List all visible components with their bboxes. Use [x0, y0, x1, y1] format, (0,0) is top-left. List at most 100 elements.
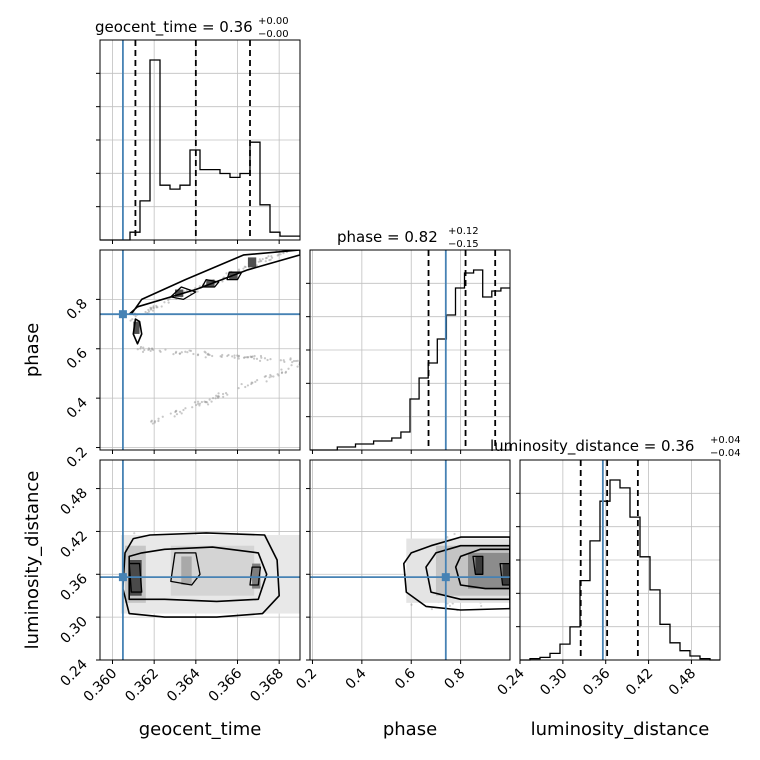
scatter-point — [246, 384, 250, 387]
scatter-point — [184, 350, 187, 353]
scatter-point — [264, 260, 267, 263]
scatter-point — [294, 359, 298, 363]
scatter-point — [214, 397, 217, 400]
scatter-point — [256, 379, 259, 382]
scatter-point — [211, 354, 214, 358]
scatter-point — [253, 357, 256, 360]
scatter-point — [282, 359, 285, 362]
scatter-point — [208, 398, 211, 401]
scatter-point — [254, 380, 257, 383]
x-tick-label: 0.6 — [392, 665, 419, 692]
scatter-point — [173, 415, 176, 418]
scatter-point — [237, 268, 241, 271]
scatter-point — [304, 240, 306, 242]
y-tick-label: 0.30 — [57, 614, 90, 647]
scatter-point — [157, 419, 160, 423]
scatter-point — [155, 304, 158, 307]
y-tick-label: 0.2 — [64, 444, 91, 471]
title-phase-minus: −0.15 — [448, 239, 479, 250]
x-tick-label: 0.364 — [164, 665, 204, 705]
contour-line — [128, 546, 268, 603]
scatter-point — [196, 400, 200, 403]
density-cell — [181, 556, 192, 585]
scatter-point — [267, 255, 270, 258]
density-layer — [120, 257, 510, 614]
scatter-point — [271, 256, 274, 259]
density-cell — [175, 289, 184, 297]
scatter-point — [164, 348, 167, 351]
scatter-point — [221, 392, 225, 396]
scatter-point — [225, 272, 228, 275]
density-phase-distance — [406, 538, 510, 603]
scatter-point — [269, 258, 272, 261]
contour-line — [122, 532, 280, 618]
scatter-point — [265, 380, 268, 383]
density-cell — [502, 563, 510, 585]
scatter-point — [184, 407, 187, 410]
scatter-point — [219, 355, 222, 358]
title-luminosity-distance: luminosity_distance = 0.36 — [490, 437, 694, 456]
scatter-point — [193, 401, 196, 404]
scatter-point — [169, 412, 172, 415]
scatter-point — [150, 420, 153, 423]
contour-line — [249, 566, 262, 586]
scatter-point — [150, 347, 154, 350]
density-cell — [133, 321, 140, 334]
contour-line — [454, 548, 510, 590]
scatter-point — [204, 400, 208, 404]
scatter-point — [157, 417, 160, 420]
contour-line — [201, 278, 220, 288]
scatter-point — [259, 354, 263, 358]
scatter-point — [182, 408, 185, 412]
scatter-point — [279, 359, 282, 362]
scatter-point — [172, 353, 175, 356]
density-cell — [252, 563, 261, 589]
scatter-point — [280, 368, 283, 371]
scatter-point — [301, 361, 303, 363]
scatter-point — [244, 265, 247, 269]
xlabel-luminosity-distance: luminosity_distance — [531, 719, 710, 740]
scatter-point — [167, 301, 170, 304]
scatter-point — [237, 387, 240, 390]
scatter-point — [149, 308, 152, 311]
scatter-point — [291, 361, 294, 364]
scatter-point — [451, 602, 454, 605]
scatter-point — [142, 346, 145, 349]
scatter-point — [167, 298, 170, 302]
scatter-point — [136, 348, 139, 351]
scatter-point — [192, 352, 195, 356]
scatter-point — [144, 310, 147, 314]
scatter-point — [242, 267, 245, 270]
scatter-point — [151, 309, 155, 312]
scatter-point — [255, 264, 258, 267]
scatter-point — [296, 359, 299, 362]
scatter-point — [198, 404, 201, 407]
x-tick-label: 0.24 — [494, 665, 527, 698]
scatter-point — [211, 397, 215, 400]
scatter-point — [198, 402, 202, 405]
xlabel-phase: phase — [383, 719, 437, 740]
histogram-layer — [100, 59, 720, 661]
scatter-point — [292, 359, 296, 363]
scatter-point — [263, 357, 267, 360]
contour-line — [128, 250, 300, 315]
scatter-point — [242, 356, 246, 359]
scatter-point — [180, 412, 183, 415]
title-phase-plus: +0.12 — [448, 226, 479, 237]
scatter-point — [227, 353, 230, 357]
scatter-point — [253, 354, 256, 358]
scatter-point — [446, 536, 449, 539]
scatter-point — [175, 413, 179, 416]
scatter-point — [284, 371, 287, 374]
contour-line — [132, 318, 143, 345]
scatter-point — [287, 367, 290, 370]
scatter-point — [240, 382, 243, 386]
scatter-point — [233, 354, 236, 357]
scatter-point — [255, 357, 259, 360]
scatter-point — [236, 354, 239, 357]
x-tick-label: 0.368 — [247, 666, 287, 706]
scatter-point — [264, 257, 267, 260]
scatter-point — [204, 356, 207, 359]
title-geocent-time: geocent_time = 0.36 — [95, 18, 253, 37]
scatter-point — [186, 351, 189, 354]
